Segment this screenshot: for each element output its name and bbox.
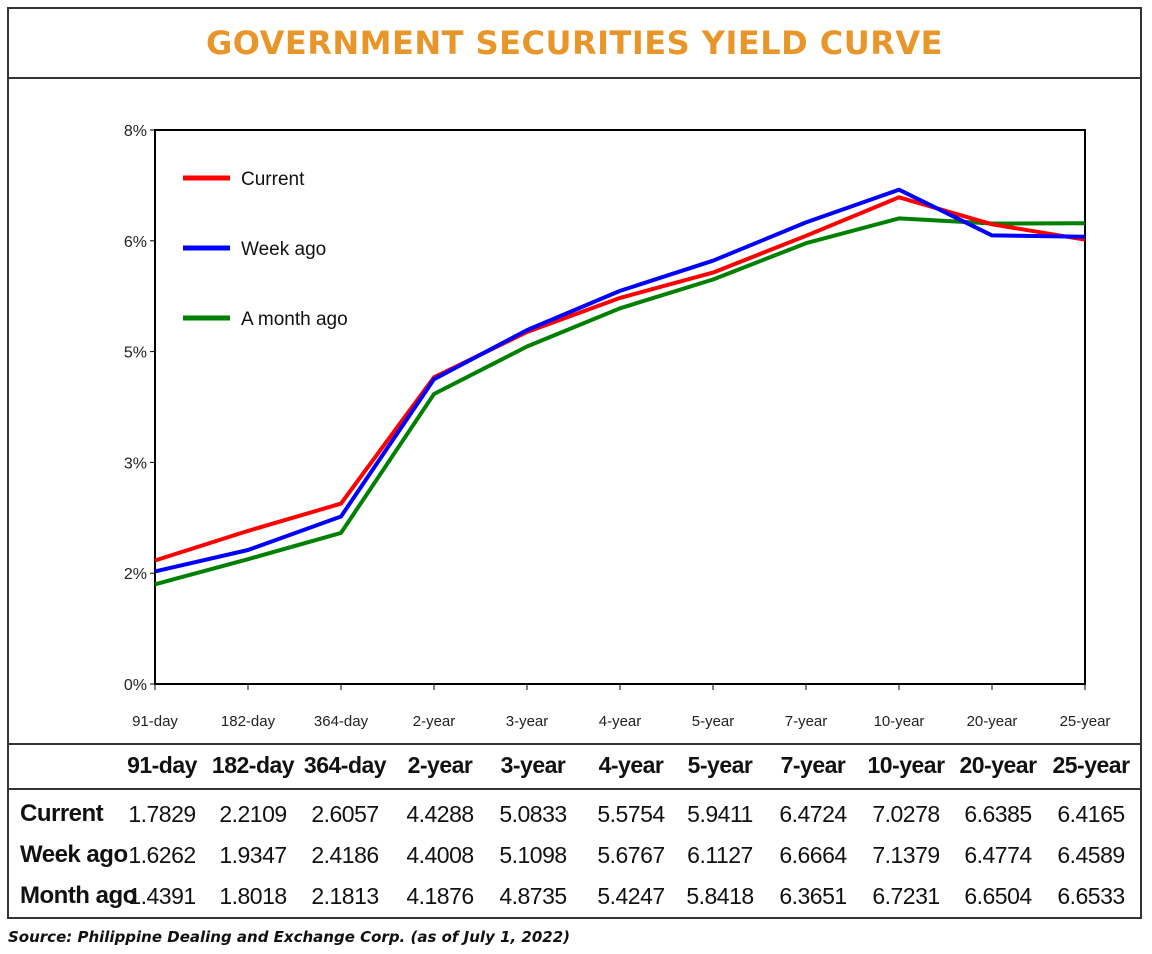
- table-header-cell: 364-day: [303, 752, 387, 778]
- source-note: Source: Philippine Dealing and Exchange …: [8, 928, 571, 946]
- table-cell: 1.4391: [128, 883, 196, 909]
- y-tick-label: 0%: [124, 677, 147, 694]
- table-cell: 2.1813: [311, 883, 379, 909]
- table-cell: 6.4774: [964, 842, 1032, 868]
- chart-frame: GOVERNMENT SECURITIES YIELD CURVE: [7, 7, 1142, 919]
- title-bar: GOVERNMENT SECURITIES YIELD CURVE: [9, 9, 1140, 79]
- table-cell: 7.0278: [872, 801, 940, 827]
- series-line-week-ago: [154, 187, 1086, 574]
- x-tick-label: 20-year: [967, 713, 1018, 730]
- table-cell: 6.4724: [779, 801, 847, 827]
- table-row: Week ago 1.6262 1.9347 2.4186 4.4008 5.1098 5.…: [0, 835, 1152, 875]
- table-cell: 5.4247: [597, 883, 665, 909]
- table-row: Month ago 1.4391 1.8018 2.1813 4.1876 4.8735 5…: [0, 876, 1152, 916]
- table-cell: 4.1876: [406, 883, 474, 909]
- table-cell: 6.1127: [687, 842, 753, 868]
- y-tick-label: 3%: [124, 455, 147, 472]
- table-cell: 4.8735: [499, 883, 567, 909]
- table-cell: 1.8018: [219, 883, 287, 909]
- table-cell: 5.6767: [597, 842, 665, 868]
- table-cell: 6.4165: [1057, 801, 1125, 827]
- table-cell: 1.6262: [128, 842, 196, 868]
- series-line-month-ago: [154, 216, 1086, 587]
- x-tick-label: 5-year: [692, 713, 735, 730]
- table-cell: 5.8418: [686, 883, 754, 909]
- row-label: Week ago: [20, 841, 128, 868]
- yield-curve-chart: 0% 2% 3% 5% 6% 8% 91-day 182-day 364-day 2-year 3-…: [9, 123, 1141, 790]
- table-header-cell: 20-year: [959, 752, 1037, 778]
- table-cell: 1.7829: [128, 801, 196, 827]
- table-cell: 2.4186: [311, 842, 379, 868]
- table-header-cell: 91-day: [127, 752, 197, 778]
- table-cell: 5.5754: [597, 801, 665, 827]
- table-cell: 2.6057: [311, 801, 379, 827]
- table-cell: 6.4589: [1057, 842, 1125, 868]
- x-tick-label: 2-year: [413, 713, 456, 730]
- y-tick-label: 6%: [124, 234, 147, 251]
- legend-label: Week ago: [241, 239, 326, 260]
- table-cell: 6.6504: [964, 883, 1032, 909]
- table-cell: 7.1379: [872, 842, 940, 868]
- chart-title: GOVERNMENT SECURITIES YIELD CURVE: [205, 24, 944, 62]
- table-header-cell: 25-year: [1052, 752, 1130, 778]
- table-cell: 6.6664: [779, 842, 847, 868]
- row-label: Current: [20, 800, 104, 827]
- table-header-cell: 5-year: [687, 752, 753, 778]
- table-header-cell: 2-year: [407, 752, 473, 778]
- table-cell: 5.1098: [499, 842, 567, 868]
- legend-label: Current: [241, 169, 305, 190]
- x-tick-label: 4-year: [599, 713, 642, 730]
- x-tick-label: 10-year: [874, 713, 925, 730]
- table-cell: 5.0833: [499, 801, 567, 827]
- table-header-cell: 7-year: [780, 752, 846, 778]
- table-header-cell: 4-year: [598, 752, 664, 778]
- x-tick-label: 182-day: [221, 713, 276, 730]
- table-cell: 1.9347: [219, 842, 287, 868]
- x-tick-label: 7-year: [785, 713, 828, 730]
- legend-label: A month ago: [241, 309, 348, 330]
- table-header-row: 91-day 182-day 364-day 2-year 3-year 4-year 5-…: [0, 745, 1152, 785]
- table-cell: 6.6385: [964, 801, 1032, 827]
- x-tick-label: 3-year: [506, 713, 549, 730]
- x-tick-label: 91-day: [132, 713, 178, 730]
- y-tick-label: 5%: [124, 345, 147, 362]
- table-cell: 5.9411: [687, 801, 753, 827]
- table-cell: 2.2109: [219, 801, 287, 827]
- x-tick-label: 25-year: [1060, 713, 1111, 730]
- table-cell: 6.3651: [779, 883, 847, 909]
- table-cell: 4.4008: [406, 842, 474, 868]
- y-tick-label: 2%: [124, 566, 147, 583]
- table-cell: 6.6533: [1057, 883, 1125, 909]
- y-tick-label: 8%: [124, 123, 147, 140]
- table-row: Current 1.7829 2.2109 2.6057 4.4288 5.0833 5.5…: [0, 794, 1152, 834]
- table-header-cell: 3-year: [500, 752, 566, 778]
- x-tick-label: 364-day: [314, 713, 369, 730]
- table-header-cell: 10-year: [867, 752, 945, 778]
- row-label: Month ago: [20, 882, 137, 909]
- table-cell: 6.7231: [872, 883, 940, 909]
- table-header-cell: 182-day: [211, 752, 295, 778]
- table-cell: 4.4288: [406, 801, 474, 827]
